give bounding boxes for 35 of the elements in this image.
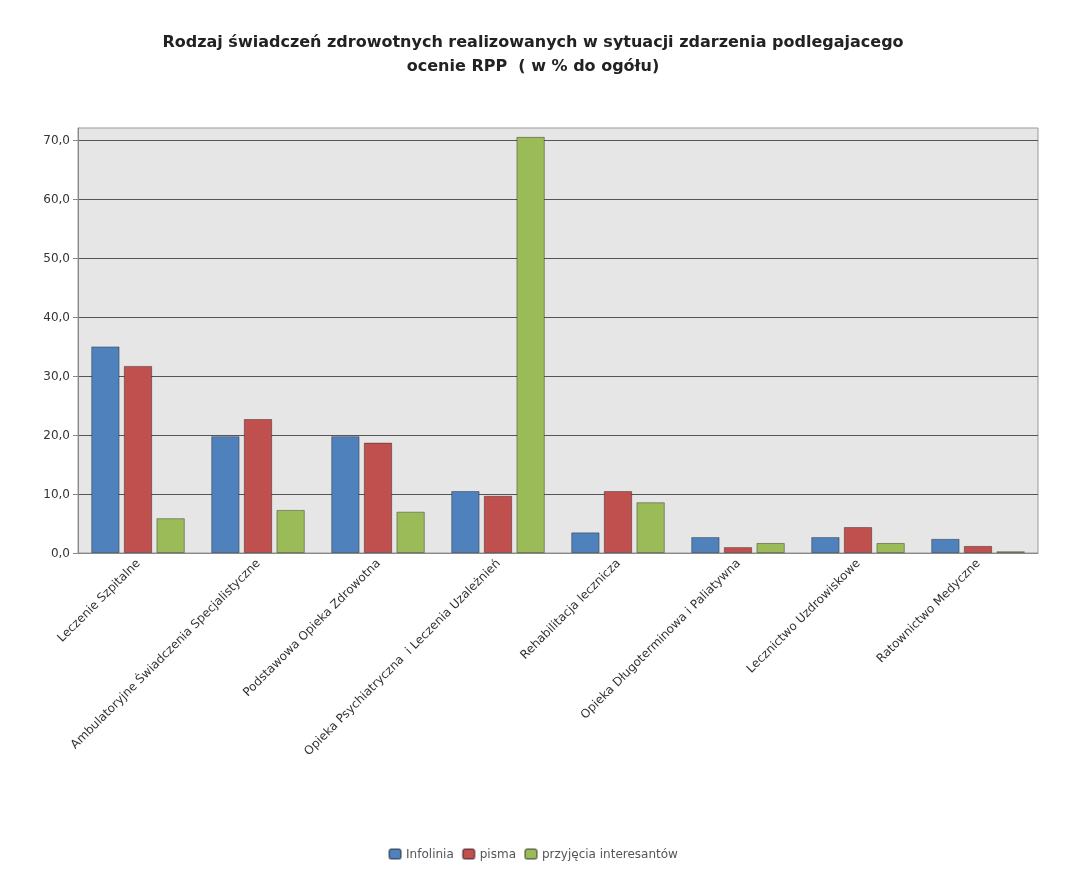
bar — [811, 537, 840, 553]
bar — [276, 509, 305, 553]
y-tick-label: 50,0 — [43, 250, 70, 265]
y-tick-label: 60,0 — [43, 191, 70, 206]
bar — [451, 491, 480, 553]
bar — [123, 365, 153, 553]
bar — [156, 518, 185, 553]
y-tick-label: 30,0 — [43, 368, 70, 383]
bar — [756, 542, 785, 553]
y-tick-label: 20,0 — [43, 427, 70, 442]
y-tick-label: 40,0 — [43, 309, 70, 324]
bar — [91, 346, 120, 553]
bar — [211, 436, 240, 553]
legend-label: pisma — [479, 847, 516, 861]
bar — [483, 495, 513, 553]
bar — [363, 442, 393, 553]
bar — [876, 542, 905, 553]
legend-label: Infolinia — [406, 847, 454, 861]
bar — [396, 511, 425, 553]
y-tick-label: 70,0 — [43, 132, 70, 147]
bar — [243, 419, 273, 553]
bar — [723, 547, 753, 553]
legend-label: przyjęcia interesantów — [542, 847, 679, 861]
chart-title: Rodzaj świadczeń zdrowotnych realizowanych w sytuacji zdarzenia podlegajacego ocenie RPP ( w % do ogółu) — [162, 31, 904, 75]
bar — [963, 545, 993, 553]
y-tick-label: 10,0 — [43, 486, 70, 501]
bar — [636, 502, 665, 553]
bar — [603, 491, 633, 553]
bar — [571, 532, 600, 553]
y-tick-label: 0,0 — [50, 546, 70, 560]
bar — [516, 136, 545, 553]
bar — [931, 538, 960, 553]
bar — [843, 527, 873, 553]
bar — [331, 436, 360, 553]
bar — [691, 537, 720, 553]
